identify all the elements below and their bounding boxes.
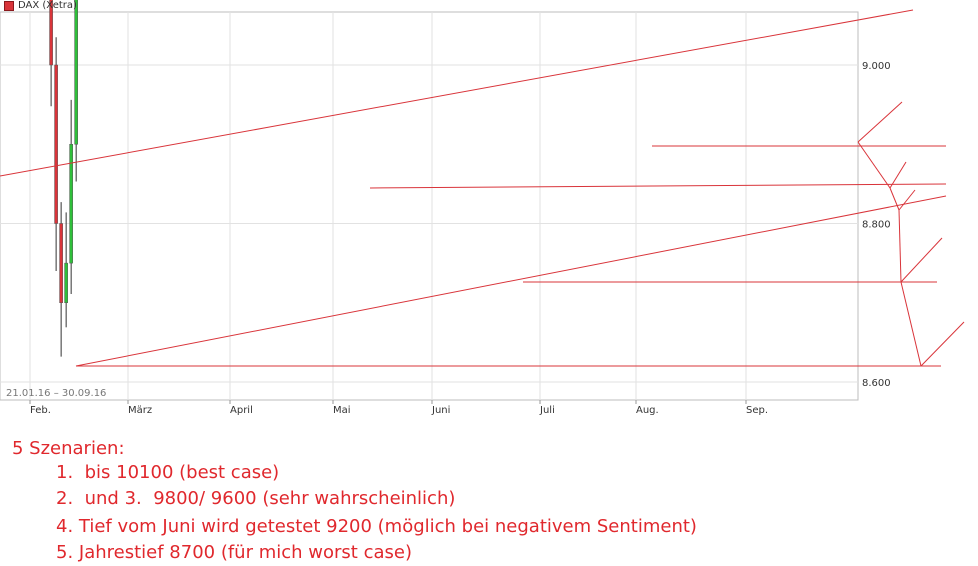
legend-swatch — [4, 0, 14, 11]
y-axis: 8.6008.8009.0009.2009.4009.6009.80010.00… — [862, 61, 891, 389]
upper-channel-line — [0, 9, 914, 177]
y-tick-label: 8.800 — [862, 220, 891, 231]
candle-up — [74, 0, 78, 145]
y-tick-label: 9.000 — [862, 61, 891, 72]
y-tick-label: 8.600 — [862, 378, 891, 389]
x-tick-label: Mai — [333, 405, 351, 416]
support-line-9600 — [369, 183, 947, 189]
x-tick-label: April — [230, 405, 253, 416]
projection-leg — [900, 281, 922, 367]
legend-label: DAX (Xetra) — [18, 0, 77, 11]
projection-leg — [857, 141, 891, 189]
candle-down — [54, 64, 58, 224]
lower-channel-line — [75, 195, 947, 367]
notes-item-1: 1. bis 10100 (best case) — [56, 462, 280, 483]
candle-down — [59, 223, 63, 303]
projection-leg — [898, 209, 902, 283]
projection-leg — [898, 189, 916, 211]
legend: DAX (Xetra) — [4, 0, 77, 11]
projection-leg — [889, 161, 907, 189]
date-range-label: 21.01.16 – 30.09.16 — [6, 388, 106, 399]
notes-item-3: 4. Tief vom Juni wird getestet 9200 (mög… — [56, 516, 697, 537]
candles — [49, 0, 78, 357]
annotation-lines — [0, 9, 965, 367]
x-tick-label: Juli — [539, 405, 555, 416]
x-tick-label: Juni — [431, 405, 450, 416]
candle-down — [49, 0, 53, 66]
x-tick-label: März — [128, 405, 152, 416]
dax-candlestick-chart: 8.6008.8009.0009.2009.4009.6009.80010.00… — [0, 0, 965, 416]
notes-item-2: 2. und 3. 9800/ 9600 (sehr wahrscheinlic… — [56, 488, 456, 509]
scenario-notes: 5 Szenarien: 1. bis 10100 (best case) 2.… — [0, 434, 978, 566]
candle-up — [69, 144, 73, 264]
notes-item-4: 5. Jahrestief 8700 (für mich worst case) — [56, 542, 412, 563]
candle-up — [64, 262, 68, 303]
grid-lines — [0, 12, 858, 400]
projection-leg — [889, 187, 900, 211]
x-tick-label: Sep. — [746, 405, 768, 416]
projection-leg — [900, 237, 943, 283]
projection-leg — [920, 321, 965, 367]
plot-area — [0, 11, 859, 401]
x-tick-label: Aug. — [636, 405, 659, 416]
x-tick-label: Feb. — [30, 405, 51, 416]
notes-title: 5 Szenarien: — [12, 438, 125, 459]
x-axis: Feb. März April Mai Juni Juli Aug. Sep. — [29, 400, 768, 416]
projection-leg — [857, 101, 903, 143]
